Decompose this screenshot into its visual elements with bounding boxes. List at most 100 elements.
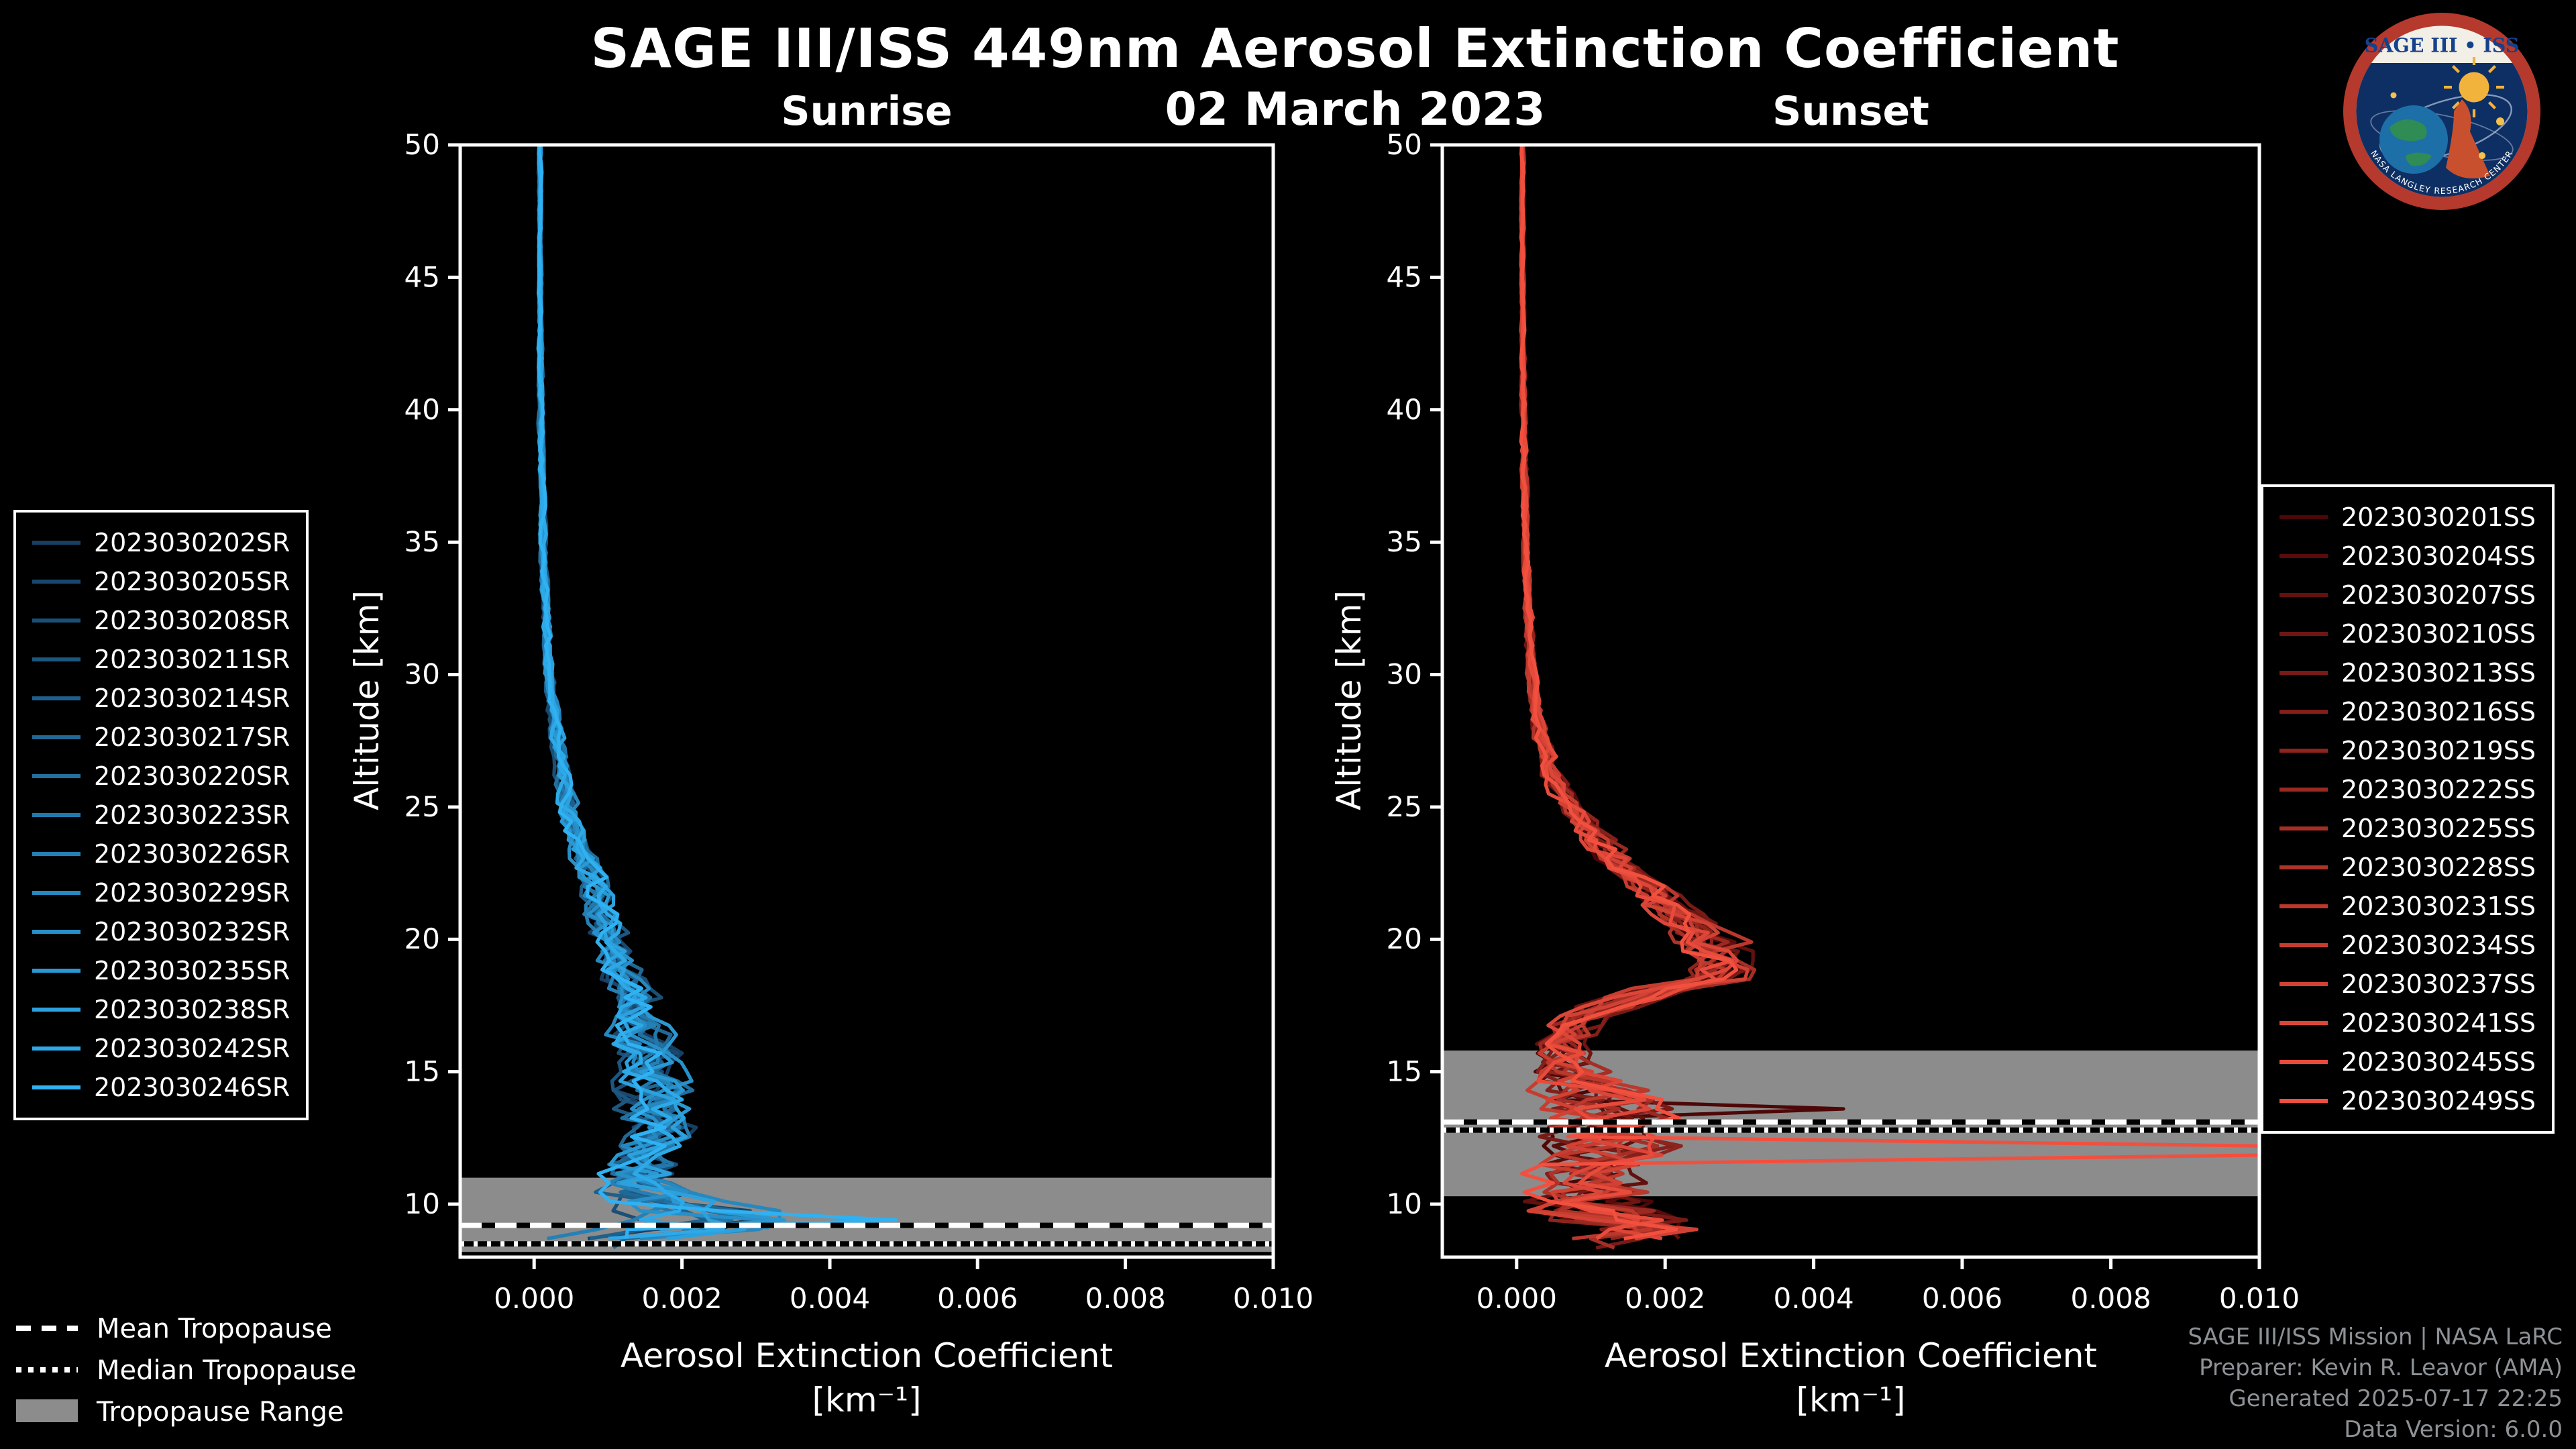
median-tropopause-swatch	[16, 1366, 78, 1372]
logo-planet-dot	[2478, 152, 2486, 160]
y-tick-label: 45	[1387, 260, 1422, 293]
y-tick-label: 30	[405, 658, 440, 691]
series-color-swatch	[2279, 788, 2328, 792]
x-tick-label: 0.010	[2219, 1282, 2300, 1315]
y-tick-label: 25	[1387, 790, 1422, 823]
sunset-legend: 2023030201SS 2023030204SS 2023030207SS 2023…	[2260, 484, 2555, 1134]
x-tick-label: 0.002	[641, 1282, 722, 1315]
series-color-swatch	[32, 1085, 80, 1089]
legend-item: 2023030213SS	[2279, 653, 2536, 692]
x-tick-label: 0.006	[1922, 1282, 2002, 1315]
series-line	[537, 145, 739, 1250]
figure-title: SAGE III/ISS 449nm Aerosol Extinction Co…	[590, 19, 2120, 80]
x-tick-label: 0.006	[937, 1282, 1018, 1315]
x-axis-label-text: Aerosol Extinction Coefficient	[1604, 1336, 2098, 1375]
series-color-swatch	[32, 852, 80, 856]
y-tick-label: 25	[405, 790, 440, 823]
x-tick-label: 0.004	[1773, 1282, 1854, 1315]
series-color-swatch	[2279, 710, 2328, 714]
y-tick-label: 45	[405, 260, 440, 293]
logo-sun-rays	[2444, 57, 2504, 117]
series-label: 2023030235SR	[94, 956, 290, 985]
series-label: 2023030234SS	[2341, 930, 2536, 960]
plot-border	[458, 143, 1275, 1259]
y-tick-label: 35	[405, 525, 440, 558]
y-tick-label: 40	[1387, 393, 1422, 426]
series-color-swatch	[32, 657, 80, 661]
series-color-swatch	[2279, 1099, 2328, 1103]
series-color-swatch	[2279, 515, 2328, 519]
series-line	[537, 144, 708, 1240]
legend-item: 2023030242SR	[32, 1029, 290, 1068]
legend-item: 2023030208SR	[32, 601, 290, 640]
series-label: 2023030219SS	[2341, 736, 2536, 765]
sunset-y-axis-label: Altitude [km]	[1330, 590, 1368, 810]
series-label: 2023030246SR	[94, 1073, 290, 1102]
series-label: 2023030205SR	[94, 567, 290, 596]
y-tick-label: 15	[405, 1055, 440, 1088]
x-tick-label: 0.004	[790, 1282, 870, 1315]
sunrise-panel-title: Sunrise	[781, 89, 953, 136]
legend-item: 2023030210SS	[2279, 614, 2536, 653]
x-axis-label-units: [km⁻¹]	[812, 1381, 922, 1419]
series-color-swatch	[32, 930, 80, 934]
series-color-swatch	[2279, 749, 2328, 753]
credit-data-version: Data Version: 6.0.0	[2344, 1417, 2563, 1444]
x-tick-label: 0.002	[1625, 1282, 1705, 1315]
logo-sun	[2459, 72, 2489, 103]
sunset-panel-title: Sunset	[1772, 89, 1929, 136]
y-tick-label: 10	[405, 1187, 440, 1220]
logo-earth-land	[2406, 152, 2432, 166]
legend-item: 2023030220SR	[32, 757, 290, 796]
series-line	[1519, 144, 2261, 1240]
legend-item: 2023030202SR	[32, 523, 290, 562]
series-label: 2023030222SS	[2341, 775, 2536, 804]
legend-item: 2023030231SS	[2279, 887, 2536, 926]
legend-item: 2023030232SR	[32, 912, 290, 951]
series-color-swatch	[32, 541, 80, 545]
series-color-swatch	[32, 1046, 80, 1051]
series-color-swatch	[2279, 943, 2328, 947]
series-label: 2023030231SS	[2341, 892, 2536, 921]
series-color-swatch	[2279, 1021, 2328, 1025]
legend-item: 2023030219SS	[2279, 731, 2536, 770]
tropopause-range-legend-item: Tropopause Range	[16, 1390, 356, 1432]
figure-date: 02 March 2023	[1165, 83, 1546, 137]
x-tick-label: 0.008	[1085, 1282, 1165, 1315]
series-label: 2023030245SS	[2341, 1047, 2536, 1077]
series-label: 2023030201SS	[2341, 502, 2536, 532]
legend-item: 2023030228SS	[2279, 848, 2536, 887]
series-label: 2023030237SS	[2341, 969, 2536, 999]
series-label: 2023030207SS	[2341, 580, 2536, 610]
legend-item: 2023030241SS	[2279, 1004, 2536, 1042]
series-label: 2023030229SR	[94, 878, 290, 908]
y-tick-label: 50	[1387, 128, 1422, 161]
y-tick-label: 35	[1387, 525, 1422, 558]
x-tick-label: 0.008	[2070, 1282, 2151, 1315]
logo-planet-dot	[2496, 117, 2504, 125]
sunrise-plot: 0.000 0.002 0.004 0.006 0.008 0.010 10 15 20 25 30…	[405, 128, 1314, 1315]
series-label: 2023030232SR	[94, 917, 290, 947]
y-tick-label: 20	[405, 922, 440, 955]
credits: SAGE III/ISS Mission | NASA LaRC Prepare…	[2188, 1323, 2563, 1446]
legend-item: 2023030249SS	[2279, 1081, 2536, 1120]
series-color-swatch	[32, 969, 80, 973]
legend-item: 2023030229SR	[32, 873, 290, 912]
series-color-swatch	[2279, 1060, 2328, 1064]
series-label: 2023030217SR	[94, 722, 290, 752]
x-tick-label: 0.010	[1233, 1282, 1313, 1315]
mean-tropopause-legend-item: Mean Tropopause	[16, 1307, 356, 1348]
y-tick-label: 15	[1387, 1055, 1422, 1088]
tropopause-range-label: Tropopause Range	[97, 1395, 344, 1427]
legend-item: 2023030223SR	[32, 796, 290, 835]
sunset-plot: 0.000 0.002 0.004 0.006 0.008 0.010 10 15 20 25 30…	[1387, 128, 2300, 1315]
series-label: 2023030249SS	[2341, 1086, 2536, 1116]
series-line	[537, 144, 725, 1240]
series-color-swatch	[32, 696, 80, 700]
plot-border	[1440, 143, 2261, 1259]
series-line	[537, 144, 786, 1232]
y-tick-label: 30	[1387, 658, 1422, 691]
sunset-x-axis-label: Aerosol Extinction Coefficient [km⁻¹]	[1442, 1334, 2259, 1422]
tropopause-legend: Mean Tropopause Median Tropopause Tropop…	[16, 1307, 356, 1432]
series-color-swatch	[32, 735, 80, 739]
